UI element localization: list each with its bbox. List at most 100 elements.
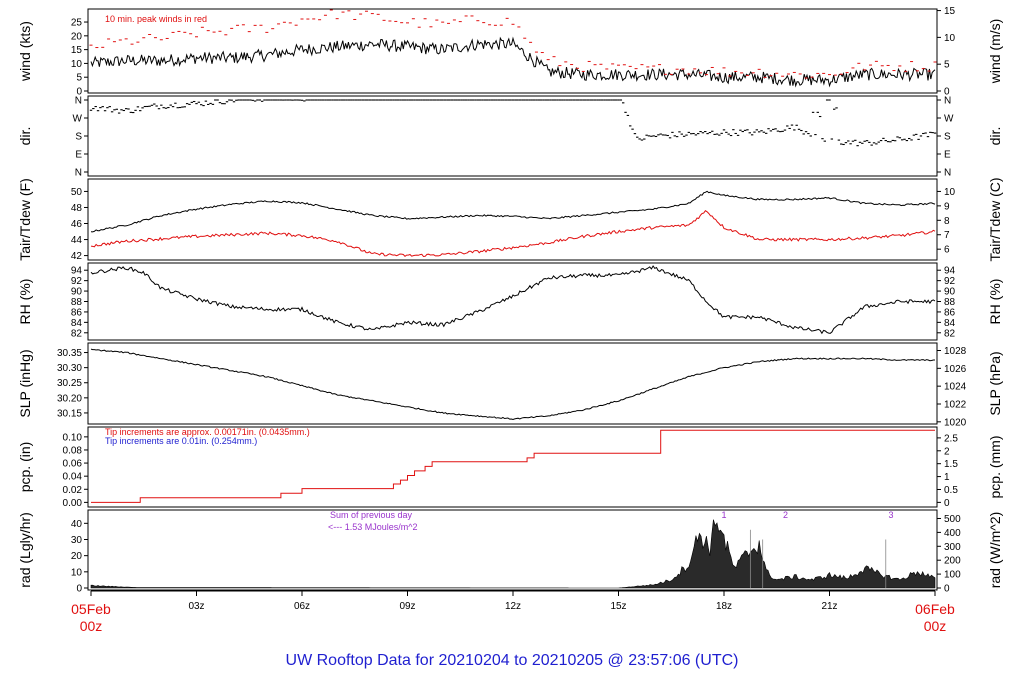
y-tick-label-right: 2.5 <box>944 433 958 444</box>
x-start-time: 00z <box>80 618 103 634</box>
y-tick-label-left: 30.25 <box>57 378 82 389</box>
y-tick-label-right: 88 <box>944 297 956 308</box>
rad-annotation-1: Sum of previous day <box>330 510 413 520</box>
y-label-right: dir. <box>987 127 1003 146</box>
y-tick-label-left: 44 <box>71 235 83 246</box>
y-tick-label-left: 46 <box>71 219 83 230</box>
panel-pcp: pcp. (in) pcp. (mm) 0.00 0.02 0.04 0.06 0.08 0.… <box>17 426 1003 509</box>
x-tick-label: 09z <box>399 601 415 612</box>
panel-frame-wind <box>87 8 938 94</box>
y-label-left: SLP (inHg) <box>17 349 33 417</box>
panel-frame-temp <box>87 178 938 261</box>
y-tick-label-right: 82 <box>944 328 956 339</box>
y-tick-label-right: 300 <box>944 542 961 553</box>
x-tick-label: 03z <box>188 601 204 612</box>
panel-slp: SLP (inHg) SLP (hPa) 30.15 30.20 30.25 30.30 3… <box>17 342 1003 428</box>
x-end-date: 06Feb <box>915 601 955 617</box>
y-label-left: dir. <box>17 127 33 146</box>
y-tick-label-right: 1020 <box>944 417 967 428</box>
y-tick-label-left: 15 <box>71 45 83 56</box>
y-tick-label-left: 90 <box>71 287 83 298</box>
y-label-right: Tair/Tdew (C) <box>987 177 1003 261</box>
y-tick-label-right: 1022 <box>944 399 967 410</box>
y-tick-label-left: 0.02 <box>63 485 83 496</box>
y-tick-label-right: 15 <box>944 6 956 17</box>
y-tick-label-left: 42 <box>71 251 83 262</box>
y-tick-label-left: 30 <box>71 535 83 546</box>
y-tick-label-left: 0 <box>76 87 82 98</box>
rad-annotation-2: <--- 1.53 MJoules/m^2 <box>328 522 418 532</box>
y-tick-label-left: 0.08 <box>63 445 83 456</box>
y-tick-label-right: N <box>944 168 951 179</box>
y-tick-label-left: 94 <box>71 266 83 277</box>
panel-rad: rad (Lgly/hr) rad (W/m^2)0102030400100200… <box>17 509 1003 595</box>
y-tick-label-left: 30.35 <box>57 348 82 359</box>
panel-frame-pcp <box>87 426 938 508</box>
y-tick-label-left: 30.20 <box>57 393 82 404</box>
air-temp-line <box>90 190 936 233</box>
y-tick-label-right: 100 <box>944 570 961 581</box>
x-start-date: 05Feb <box>71 601 111 617</box>
y-tick-label-left: W <box>73 114 83 125</box>
x-tick-label: 18z <box>716 601 732 612</box>
y-label-right: rad (W/m^2) <box>987 512 1003 589</box>
y-tick-label-right: 1024 <box>944 382 967 393</box>
x-tick-label: 15z <box>610 601 626 612</box>
y-tick-label-right: 1.5 <box>944 459 958 470</box>
y-tick-label-left: 10 <box>71 59 83 70</box>
y-tick-label-right: W <box>944 114 954 125</box>
y-tick-label-right: 1028 <box>944 346 967 357</box>
y-tick-label-left: 30.30 <box>57 363 82 374</box>
panel-frame-rad <box>87 509 938 591</box>
y-tick-label-right: 84 <box>944 318 956 329</box>
x-tick-label: 21z <box>821 601 837 612</box>
rad-area <box>90 519 936 589</box>
rad-day-marker: 2 <box>783 510 788 520</box>
pcp-step-line <box>91 429 935 503</box>
rad-day-marker: 1 <box>721 510 726 520</box>
y-tick-label-right: 10 <box>944 33 956 44</box>
rh-line <box>90 265 936 335</box>
y-tick-label-right: 2 <box>944 446 950 457</box>
y-tick-label-right: 500 <box>944 514 961 525</box>
y-tick-label-left: 10 <box>71 567 83 578</box>
wind-annotation: 10 min. peak winds in red <box>105 14 207 24</box>
y-tick-label-left: 50 <box>71 187 83 198</box>
slp-line <box>90 348 935 421</box>
time-axis: 05Feb 00z 06Feb 00z 03z 06z 09z 12z 15z 18z 21… <box>71 590 955 634</box>
y-tick-label-left: E <box>75 150 82 161</box>
y-label-left: pcp. (in) <box>17 442 33 493</box>
y-label-right: RH (%) <box>987 279 1003 325</box>
y-tick-label-right: E <box>944 150 951 161</box>
dewpoint-line <box>90 210 936 258</box>
y-tick-label-right: 92 <box>944 276 956 287</box>
y-tick-label-left: N <box>75 96 82 107</box>
y-label-left: Tair/Tdew (F) <box>17 178 33 260</box>
page-title: UW Rooftop Data for 20210204 to 20210205… <box>286 652 739 669</box>
y-tick-label-right: 9 <box>944 201 950 212</box>
wind-speed-line <box>90 36 936 88</box>
y-tick-label-left: 25 <box>71 18 83 29</box>
panel-wind: wind (kts) wind (m/s) 0 5 10 15 20 25 0 5 10 15 10 m… <box>17 6 1003 97</box>
y-tick-label-left: 0.06 <box>63 459 83 470</box>
panel-frame-slp <box>87 342 938 425</box>
y-tick-label-left: 84 <box>71 318 83 329</box>
y-tick-label-right: 90 <box>944 287 956 298</box>
y-tick-label-right: 8 <box>944 216 950 227</box>
y-tick-label-right: 1 <box>944 472 950 483</box>
x-tick-label: 12z <box>505 601 521 612</box>
y-tick-label-left: 48 <box>71 203 83 214</box>
y-tick-label-left: 88 <box>71 297 83 308</box>
y-tick-label-right: 5 <box>944 60 950 71</box>
y-tick-label-left: 0.10 <box>63 432 83 443</box>
y-tick-label-left: S <box>75 132 82 143</box>
y-tick-label-left: 20 <box>71 551 83 562</box>
y-tick-label-left: 0.00 <box>63 498 83 509</box>
y-label-right: pcp. (mm) <box>987 436 1003 499</box>
panel-temp: Tair/Tdew (F) Tair/Tdew (C) 42 44 46 48 50 6 7 8 9… <box>17 177 1003 262</box>
y-tick-label-right: 400 <box>944 528 961 539</box>
y-tick-label-right: 0 <box>944 87 950 98</box>
y-tick-label-left: 92 <box>71 276 83 287</box>
